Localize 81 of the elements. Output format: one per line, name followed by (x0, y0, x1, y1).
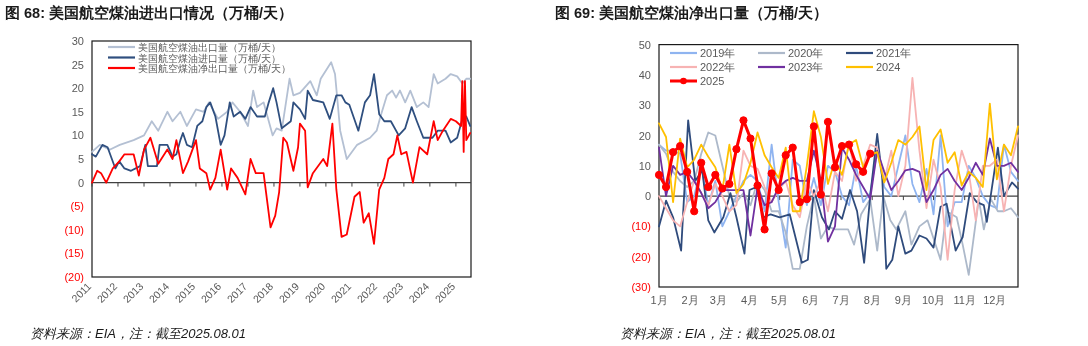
text: 资料来源：EIA，注：截至2025.08.01 (620, 326, 837, 341)
y-tick-label: 20 (638, 129, 651, 142)
point (654, 170, 664, 179)
point (781, 151, 790, 160)
x-tick-label: 3月 (709, 294, 727, 306)
y-tick-label: 30 (71, 35, 84, 47)
y-tick-label: 0 (77, 176, 84, 189)
y-tick-label: 40 (638, 68, 651, 81)
point (725, 179, 734, 189)
point (837, 142, 847, 151)
legend-label: 2023年 (788, 61, 824, 73)
legend-label: 2022年 (700, 61, 736, 73)
point (866, 149, 875, 158)
legend-label: 2021年 (876, 47, 912, 59)
line-series (91, 80, 472, 245)
point (830, 163, 840, 172)
y-tick-label: 10 (638, 159, 651, 172)
y-tick-label: (15) (64, 247, 84, 260)
y-tick-label: 25 (71, 58, 84, 71)
legend-label: 2020年 (788, 47, 824, 59)
point (844, 140, 854, 149)
point (683, 167, 692, 176)
point (746, 134, 755, 143)
line-series (658, 77, 1019, 261)
line-series (658, 102, 1019, 213)
y-tick-label: (20) (64, 271, 84, 283)
point (711, 170, 720, 179)
point (753, 181, 762, 190)
x-tick-label: 4月 (740, 294, 759, 306)
y-tick-label: 10 (71, 129, 84, 142)
line-series (91, 73, 472, 172)
y-tick-label: 0 (644, 190, 651, 203)
legend-label: 2019年 (700, 47, 736, 59)
chart-title: 图 68: 美国航空煤油进出口情况（万桶/天） (5, 4, 294, 21)
y-tick-label: (5) (70, 200, 84, 213)
x-tick-label: 5月 (771, 294, 789, 306)
y-tick-label: (10) (64, 223, 84, 236)
point (795, 198, 804, 207)
y-tick-label: 15 (71, 105, 84, 118)
point (809, 122, 818, 131)
x-tick-label: 2月 (681, 294, 699, 306)
point (668, 148, 678, 157)
x-tick-label: 1月 (650, 294, 668, 306)
y-tick-label: (10) (631, 220, 651, 233)
point (718, 184, 727, 193)
point (732, 145, 741, 154)
y-tick-label: 20 (71, 82, 84, 95)
y-tick-label: 50 (638, 38, 651, 51)
point (767, 169, 776, 178)
point (661, 182, 671, 192)
x-tick-label: 6月 (802, 294, 820, 306)
y-tick-label: 30 (638, 99, 651, 112)
point (697, 158, 706, 167)
point (788, 143, 797, 152)
text: 资料来源：EIA，注：截至2025.08.01 (30, 326, 247, 341)
legend-label: 美国航空煤油出口量（万桶/天） (138, 42, 281, 53)
point (816, 190, 825, 199)
y-tick-label: (20) (631, 250, 651, 263)
legend-label: 2025 (700, 75, 725, 87)
y-tick-label: (30) (631, 281, 651, 293)
point (852, 160, 861, 169)
x-tick-label: 11月 (953, 294, 976, 306)
legend-label: 2024 (876, 61, 901, 73)
point (823, 117, 833, 126)
point (690, 207, 699, 216)
point (676, 142, 685, 151)
point (704, 182, 713, 192)
legend-label: 美国航空煤油进口量（万桶/天） (138, 52, 281, 64)
chart-title: 图 69: 美国航空煤油净出口量（万桶/天） (555, 4, 829, 21)
y-tick-label: 5 (77, 153, 84, 165)
x-tick-label: 8月 (863, 294, 881, 306)
legend-label: 美国航空煤油净出口量（万桶/天） (138, 63, 291, 74)
point (859, 167, 868, 176)
x-tick-label: 10月 (921, 294, 946, 306)
point (774, 185, 783, 195)
x-tick-label: 9月 (894, 294, 912, 306)
x-tick-label: 12月 (983, 294, 1007, 306)
point (739, 116, 748, 125)
point (760, 225, 769, 234)
x-tick-label: 7月 (832, 294, 850, 306)
point (802, 195, 811, 204)
